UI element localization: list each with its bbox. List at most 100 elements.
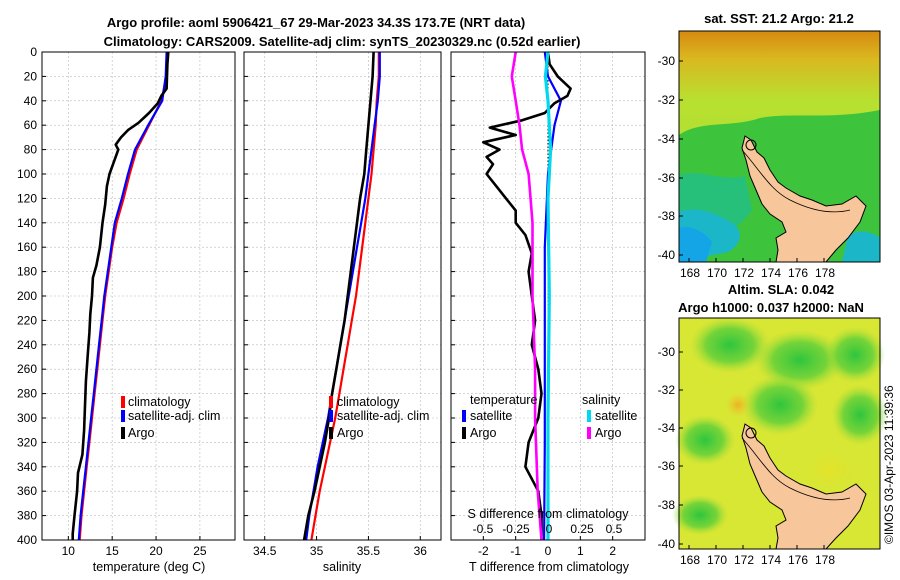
legend-swatch-satellite <box>121 410 125 422</box>
difference-legend: temperature salinity satellite Argo sate… <box>462 393 637 440</box>
sst-east-cold-region <box>842 231 880 262</box>
s-diff-tick-label: 0 <box>546 522 553 536</box>
sst-argo-location-marker <box>745 139 757 151</box>
map-y-tick-label: -34 <box>658 421 676 435</box>
map-x-tick-label: 170 <box>707 553 727 567</box>
legend-label-climatology: climatology <box>337 395 400 409</box>
map-x-tick-label: 172 <box>734 266 754 280</box>
sst-map-frame <box>678 30 881 263</box>
sla-green-blob <box>742 375 818 435</box>
y-tick-label: 260 <box>17 362 37 376</box>
s-diff-tick-label: -0.25 <box>502 522 530 536</box>
sla-green-blob <box>675 415 735 465</box>
y-tick-label: 300 <box>17 411 37 425</box>
legend-label-argo: Argo <box>128 426 154 440</box>
legend-swatch-climatology <box>329 396 333 408</box>
timestamp: ©IMOS 03-Apr-2023 11:39:36 <box>882 385 896 544</box>
map-x-tick-label: 168 <box>680 553 700 567</box>
x-tick-label: 36 <box>414 544 428 558</box>
sla-argo-location-marker <box>745 427 757 439</box>
map-y-tick-label: -30 <box>658 345 676 359</box>
y-tick-label: 200 <box>17 289 37 303</box>
salinity-profile-panel: 34.5 35 35.5 36 <box>243 51 442 558</box>
y-tick-label: 240 <box>17 338 37 352</box>
legend-swatch-sal-argo <box>587 427 591 439</box>
series-line-temperature-argo <box>481 51 572 540</box>
x-tick-label: 15 <box>106 544 120 558</box>
y-tick-label: 20 <box>24 69 38 83</box>
plot-frame <box>243 51 442 541</box>
map-x-tick-label: 168 <box>680 266 700 280</box>
legend-title-salinity: salinity <box>582 393 621 407</box>
sla-green-blob <box>672 495 728 535</box>
sla-green-blob <box>755 330 845 390</box>
map-y-tick-label: -40 <box>658 537 676 551</box>
map-y-tick-label: -32 <box>658 383 676 397</box>
map-x-tick-label: 176 <box>788 553 808 567</box>
legend-label-satellite: satellite-adj. clim <box>337 409 429 423</box>
s-diff-tick-label: 0.25 <box>570 522 594 536</box>
s-diff-tick-label: -0.5 <box>473 522 494 536</box>
sst-map-title: sat. SST: 21.2 Argo: 21.2 <box>704 11 854 26</box>
y-tick-label: 280 <box>17 387 37 401</box>
map-y-tick-label: -36 <box>658 171 676 185</box>
map-ticks: 168 170 172 174 176 178 -30 -32 -34 -36 -38 -40 168 1… <box>658 54 836 567</box>
y-tick-label: 340 <box>17 460 37 474</box>
series-line-satellite-adj-clim <box>77 51 168 541</box>
x-tick-label: 0 <box>545 544 552 558</box>
series-line-salinity-satellite <box>543 51 553 540</box>
sla-green-blob <box>825 327 885 383</box>
legend-swatch-temp-satellite <box>462 410 466 422</box>
y-tick-label: 40 <box>24 94 38 108</box>
figure-title-line2: Climatology: CARS2009. Satellite-adj cli… <box>104 34 581 49</box>
y-tick-label: 140 <box>17 216 37 230</box>
x-tick-label: 2 <box>609 544 616 558</box>
y-tick-label: 360 <box>17 484 37 498</box>
sst-contour-line <box>741 149 851 213</box>
map-y-tick-label: -30 <box>658 54 676 68</box>
sla-map-title-line2: Argo h1000: 0.037 h2000: NaN <box>678 300 864 315</box>
map-y-tick-label: -32 <box>658 93 676 107</box>
series-line-salinity-argo <box>510 51 543 541</box>
legend-label-temp-satellite: satellite <box>470 409 512 423</box>
legend-swatch-satellite <box>329 410 333 422</box>
y-tick-label: 220 <box>17 313 37 327</box>
map-y-tick-label: -40 <box>658 248 676 262</box>
legend-swatch-climatology <box>121 396 125 408</box>
x-tick-label: 35 <box>310 544 324 558</box>
x-tick-label: -1 <box>510 544 521 558</box>
y-tick-label: 120 <box>17 191 37 205</box>
map-y-tick-label: -38 <box>658 498 676 512</box>
sla-green-blob <box>832 385 888 445</box>
sla-map-title-line1: Altim. SLA: 0.042 <box>728 282 834 297</box>
sla-green-blob <box>690 317 770 373</box>
y-tick-label: 160 <box>17 240 37 254</box>
legend-swatch-argo <box>121 427 125 439</box>
x-tick-label: 10 <box>62 544 76 558</box>
salinity-xlabel: salinity <box>323 560 362 574</box>
sla-high-spot <box>726 393 750 417</box>
y-tick-label: 60 <box>24 118 38 132</box>
series-line-climatology <box>310 52 380 541</box>
x-tick-label: -2 <box>478 544 489 558</box>
sla-map-frame <box>678 317 881 550</box>
y-tick-label: 380 <box>17 509 37 523</box>
map-y-tick-label: -34 <box>658 132 676 146</box>
y-tick-label: 400 <box>17 533 37 547</box>
legend-label-sal-satellite: satellite <box>595 409 637 423</box>
plot-frame <box>41 51 236 541</box>
sla-map: Altim. SLA: 0.042 Argo h1000: 0.037 h200… <box>672 282 888 550</box>
legend-title-temperature: temperature <box>470 393 537 407</box>
series-line-argo <box>71 51 170 540</box>
x-tick-label: 25 <box>193 544 207 558</box>
sst-land-new-zealand <box>741 135 867 263</box>
x-tick-label: 34.5 <box>253 544 277 558</box>
difference-profile-panel: -2 -1 0 1 2 <box>450 51 646 558</box>
map-y-tick-label: -38 <box>658 209 676 223</box>
sla-yellow-region <box>805 450 855 490</box>
y-tick-label: 0 <box>30 45 37 59</box>
y-tick-label: 80 <box>24 143 38 157</box>
map-x-tick-label: 170 <box>707 266 727 280</box>
legend-swatch-sal-satellite <box>587 410 591 422</box>
